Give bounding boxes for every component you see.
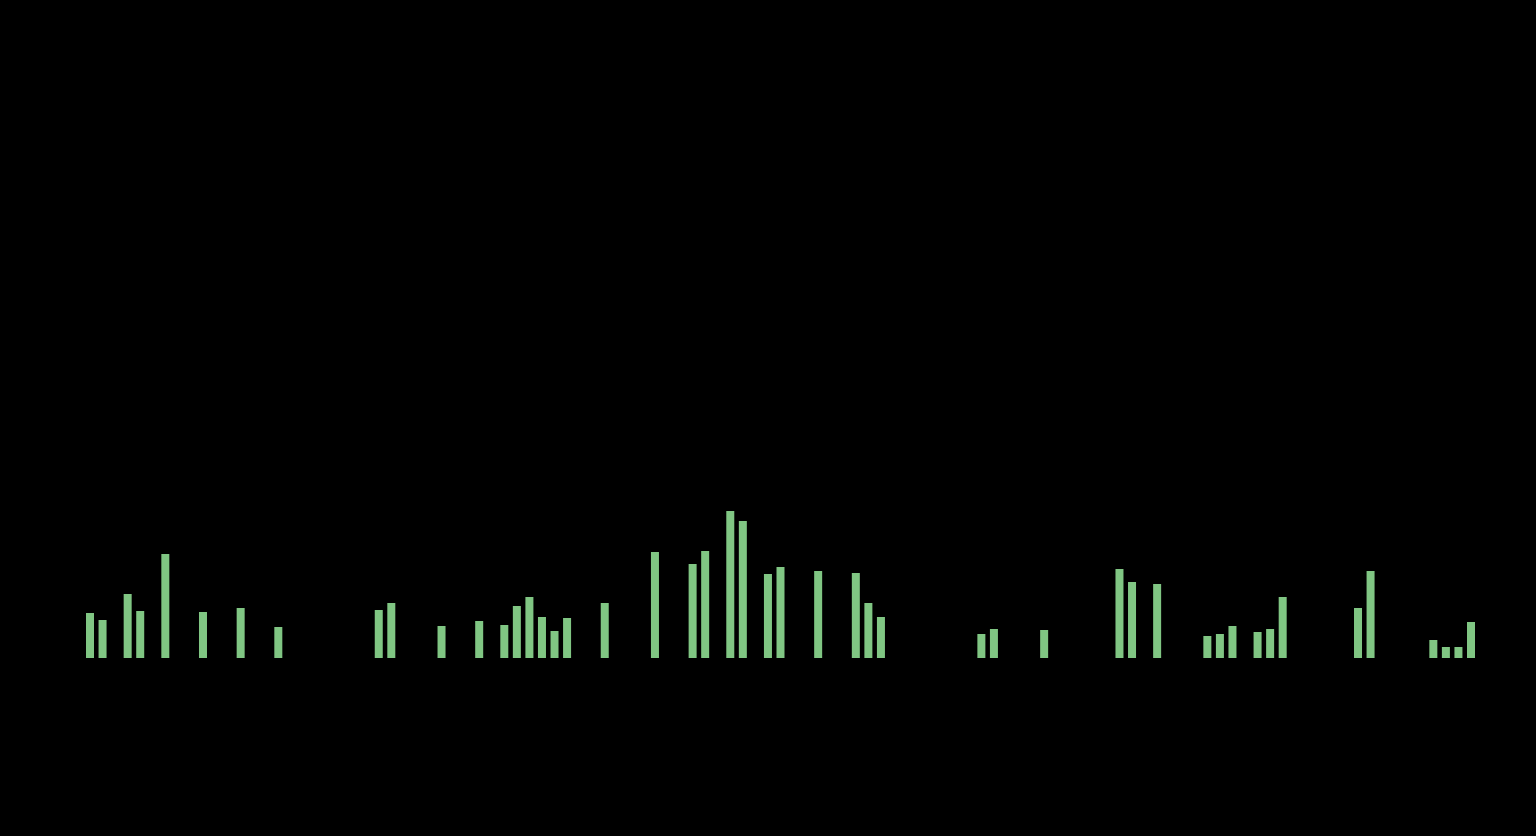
volume-bar: [1429, 640, 1438, 658]
volume-bar: [1278, 597, 1287, 658]
volume-bar: [500, 625, 509, 658]
volume-bar: [688, 564, 697, 658]
volume-bar: [726, 511, 735, 658]
volume-bar: [1366, 571, 1375, 658]
volume-bar: [525, 597, 534, 658]
volume-bar: [1115, 569, 1124, 658]
volume-bar: [98, 620, 107, 658]
volume-bar: [563, 618, 572, 658]
volume-bar: [512, 606, 521, 658]
volume-bar: [1454, 647, 1463, 658]
volume-bar: [851, 573, 860, 658]
volume-bar: [437, 626, 446, 658]
volume-bar: [1354, 608, 1363, 658]
volume-bar: [1128, 582, 1137, 658]
volume-bar: [989, 629, 998, 658]
volume-bar: [650, 552, 659, 658]
volume-bar: [763, 574, 772, 658]
volume-bar: [475, 621, 484, 658]
volume-bar: [123, 594, 132, 658]
volume-bar: [1467, 622, 1475, 658]
volume-bar: [1253, 632, 1262, 658]
volume-bar: [876, 617, 885, 658]
volume-bar: [1203, 636, 1212, 658]
volume-bar: [136, 611, 145, 658]
volume-bar: [387, 603, 396, 658]
volume-bar: [161, 554, 170, 658]
volume-bar: [86, 613, 94, 658]
volume-bar: [1266, 629, 1275, 658]
volume-bar: [537, 617, 546, 658]
volume-bar: [1153, 584, 1162, 658]
volume-bar: [236, 608, 245, 658]
volume-bar: [374, 610, 383, 658]
volume-bar: [1441, 647, 1450, 658]
volume-bar: [977, 634, 986, 658]
volume-bar: [1215, 634, 1224, 658]
volume-bar: [550, 631, 559, 658]
volume-bar: [776, 567, 785, 658]
volume-bar: [814, 571, 823, 658]
volume-bar: [1040, 630, 1049, 658]
volume-bar: [738, 521, 747, 658]
volume-bar: [198, 612, 207, 658]
volume-bar: [701, 551, 710, 658]
volume-bar: [600, 603, 609, 658]
volume-bar: [1228, 626, 1237, 658]
volume-bar: [864, 603, 873, 658]
volume-bar: [274, 627, 283, 658]
